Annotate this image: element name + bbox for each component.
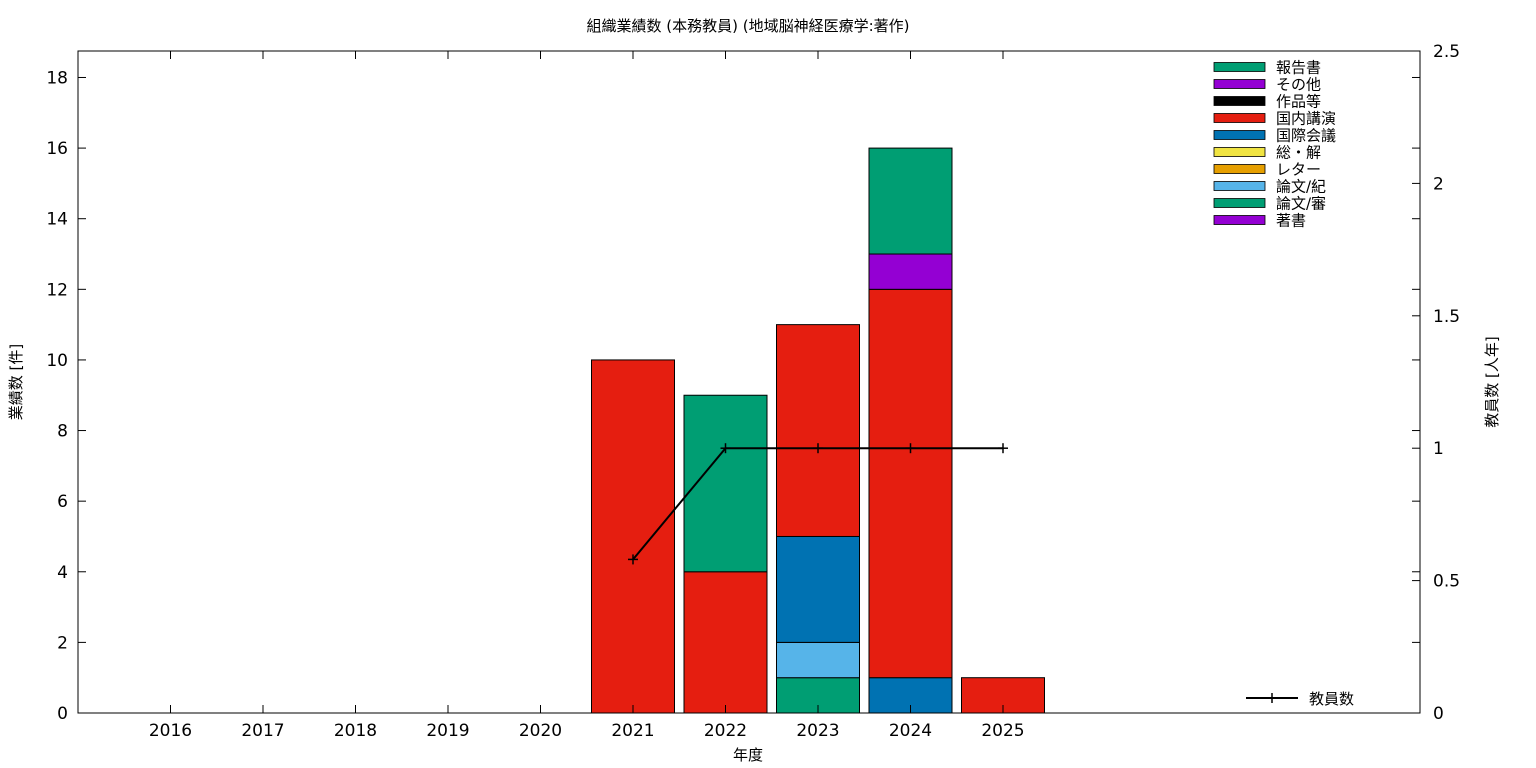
plot-frame	[77, 50, 1421, 714]
legend-swatch-2	[1213, 96, 1266, 106]
legend-swatch-9	[1213, 215, 1266, 225]
y2-tick-label-2: 2	[1433, 174, 1444, 194]
legend-label-4: 国際会議	[1276, 127, 1336, 145]
x-tick-label-2017: 2017	[241, 721, 284, 741]
y2-tick-label-1: 1	[1433, 439, 1444, 459]
x-tick-label-2022: 2022	[704, 721, 747, 741]
x-tick-label-2018: 2018	[334, 721, 377, 741]
x-tick-label-2019: 2019	[426, 721, 469, 741]
y2-tick-label-2.5: 2.5	[1433, 42, 1460, 62]
legend-label-6: レター	[1276, 161, 1321, 179]
x-axis: 2016 2017 2018 2019 2020 2021 2022 2023 2024 2025	[149, 51, 1025, 741]
x-tick-label-2016: 2016	[149, 721, 192, 741]
bar-2023-5	[776, 535, 860, 643]
y-axis-label: 業績数 [件]	[7, 344, 25, 420]
bar-2021-6	[591, 359, 675, 714]
legend-label-5: 総・解	[1276, 144, 1321, 162]
chart-title: 組織業績数 (本務教員) (地域脳神経医療学:著作)	[586, 17, 909, 35]
y-tick-label-4: 4	[57, 563, 68, 583]
y-tick-label-2: 2	[57, 633, 68, 653]
bar-2023-6	[776, 324, 860, 537]
legend-label-7: 論文/紀	[1276, 178, 1326, 196]
line-point-2024	[905, 443, 916, 454]
legend-label-2: 作品等	[1276, 93, 1321, 111]
y-tick-label-12: 12	[46, 280, 68, 300]
y-tick-label-16: 16	[46, 139, 68, 159]
legend-swatch-1	[1213, 79, 1266, 89]
y2-tick-label-0: 0	[1433, 704, 1444, 724]
legend-swatch-3	[1213, 113, 1266, 123]
line-legend: 教員数	[1246, 690, 1354, 708]
legend-swatch-6	[1213, 164, 1266, 174]
line-point-2022	[720, 443, 731, 454]
legend-swatch-5	[1213, 147, 1266, 157]
y2-tick-label-0.5: 0.5	[1433, 572, 1460, 592]
y-tick-label-10: 10	[46, 351, 68, 371]
x-tick-label-2021: 2021	[611, 721, 654, 741]
line-point-2025	[998, 443, 1008, 454]
bars	[591, 147, 1045, 714]
legend-label-1: その他	[1276, 76, 1321, 94]
y-tick-label-6: 6	[57, 492, 68, 512]
bar-2024-6	[868, 288, 953, 679]
line-legend-label: 教員数	[1309, 690, 1354, 708]
legend-label-8: 論文/審	[1276, 195, 1326, 213]
line-point-2023	[813, 443, 823, 454]
bar-2024-8	[868, 253, 953, 290]
y2-tick-label-1.5: 1.5	[1433, 307, 1460, 327]
legend-label-0: 報告書	[1276, 59, 1321, 77]
y2-axis: 0 0.5 1 1.5 2 2.5	[1412, 42, 1460, 724]
x-tick-label-2025: 2025	[981, 721, 1024, 741]
legend-label-9: 著書	[1276, 212, 1306, 230]
x-axis-label: 年度	[733, 746, 763, 764]
x-tick-label-2024: 2024	[889, 721, 932, 741]
legend-swatch-8	[1213, 198, 1266, 208]
x-tick-label-2020: 2020	[519, 721, 562, 741]
y-tick-label-8: 8	[57, 422, 68, 442]
y-tick-label-18: 18	[46, 68, 68, 88]
y-tick-label-0: 0	[57, 704, 68, 724]
y-axis: 0 2 4 6 8 10 12 14 16 18	[46, 68, 1420, 724]
y-tick-label-14: 14	[46, 210, 68, 230]
bar-2023-2	[776, 641, 860, 679]
legend-swatch-0	[1213, 62, 1266, 72]
bar-2022-6	[683, 571, 768, 714]
legend-swatch-4	[1213, 130, 1266, 140]
bar-2022-9	[683, 394, 768, 573]
line-layer	[628, 443, 1008, 565]
bar-2024-9	[868, 147, 953, 255]
legend-label-3: 国内講演	[1276, 110, 1336, 128]
line-point-2021	[628, 554, 638, 565]
y2-axis-label: 教員数 [人年]	[1483, 336, 1501, 427]
x-tick-label-2023: 2023	[796, 721, 839, 741]
legend-swatch-7	[1213, 181, 1266, 191]
